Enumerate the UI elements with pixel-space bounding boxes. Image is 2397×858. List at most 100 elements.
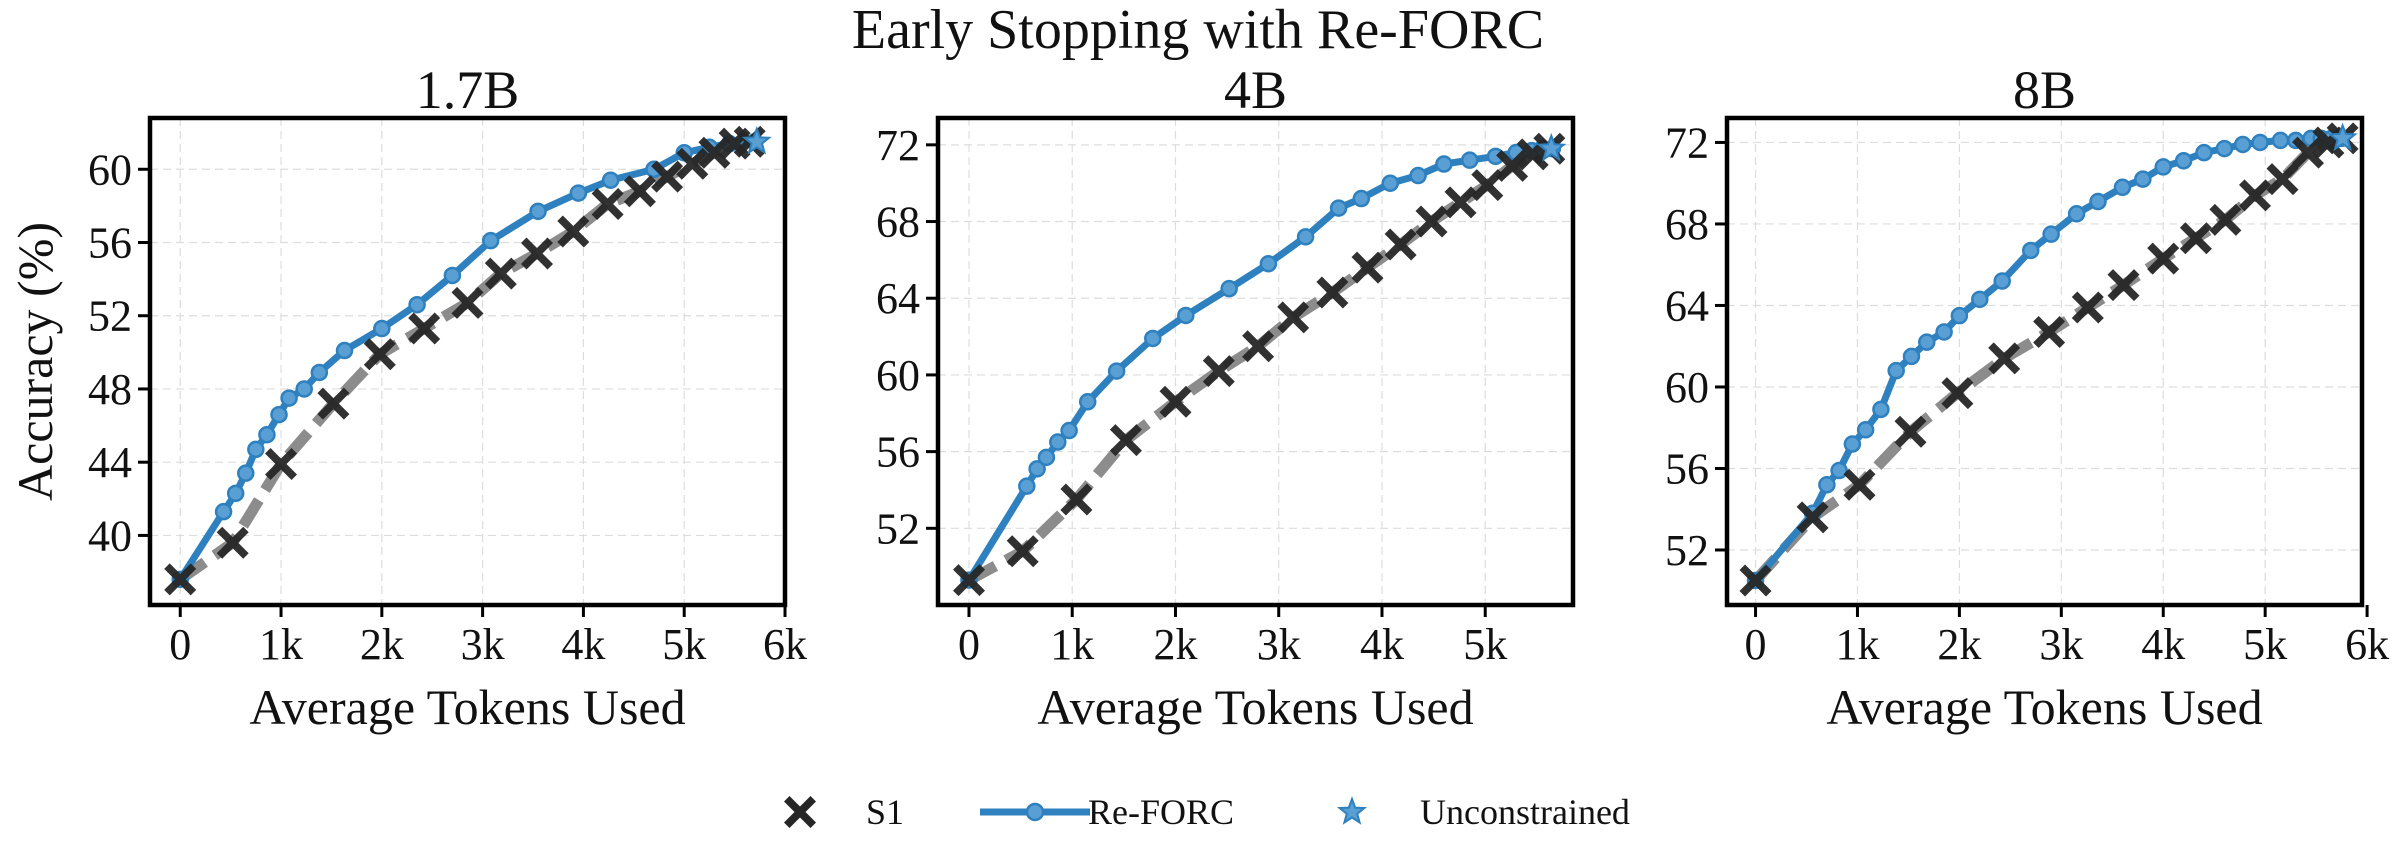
- point-reforc: [2089, 192, 2107, 211]
- point-unconstrained: [2327, 122, 2358, 152]
- point-reforc: [1971, 290, 1989, 309]
- point-reforc: [408, 295, 426, 314]
- axes-frame: [147, 115, 788, 608]
- x-tick-label: 2k: [360, 620, 404, 669]
- x-tick-label: 5k: [662, 620, 706, 669]
- plot-area: [164, 125, 772, 596]
- chart-panels: 1.7B 0 1k 2k 3k 4k 5k 6k 40 44 48 52 56 60 Average Tok…: [7, 60, 2389, 735]
- y-tick-label: 72: [876, 121, 920, 170]
- point-reforc: [1177, 306, 1195, 325]
- point-reforc: [1049, 433, 1067, 451]
- point-s1: [1202, 355, 1235, 388]
- x-tick-label: 0: [958, 620, 980, 669]
- point-s1: [1351, 251, 1384, 284]
- plot-area: [1739, 122, 2359, 597]
- point-reforc: [1830, 461, 1848, 480]
- series-line-s1: [177, 136, 751, 584]
- point-reforc: [335, 341, 354, 360]
- point-reforc: [1259, 254, 1278, 273]
- point-s1: [676, 147, 709, 180]
- y-tick-label: 56: [88, 218, 132, 267]
- point-unconstrained: [741, 125, 772, 155]
- point-s1: [953, 564, 985, 597]
- point-s1: [216, 526, 249, 559]
- point-s1: [591, 188, 624, 220]
- y-tick-label: 52: [1665, 526, 1709, 575]
- point-reforc: [1935, 323, 1953, 341]
- y-tick-label: 72: [1665, 118, 1709, 167]
- plot-area: [953, 132, 1567, 597]
- point-reforc: [214, 502, 233, 521]
- point-reforc: [2154, 158, 2172, 176]
- x-axis-label: Average Tokens Used: [1826, 679, 2262, 735]
- chart-panel-0: 1.7B 0 1k 2k 3k 4k 5k 6k 40 44 48 52 56 60 Average Tok…: [7, 60, 807, 735]
- point-s1: [451, 286, 484, 319]
- point-s1: [1988, 342, 2021, 375]
- x-tick-label: 6k: [763, 620, 807, 669]
- point-reforc: [1018, 477, 1036, 495]
- point-s1: [2292, 136, 2324, 169]
- series-line-reforc: [1752, 134, 2342, 583]
- point-s1: [164, 563, 197, 596]
- point-reforc: [529, 202, 547, 221]
- point-reforc: [1144, 329, 1162, 348]
- point-reforc: [1950, 306, 1969, 325]
- y-tick-label: 60: [1665, 363, 1709, 412]
- point-reforc: [1460, 151, 1479, 169]
- point-s1: [1843, 468, 1876, 501]
- point-reforc: [1993, 272, 2011, 290]
- point-s1: [2179, 222, 2212, 255]
- point-reforc: [1352, 189, 1371, 208]
- x-tick-label: 1k: [1050, 620, 1094, 669]
- series-line-reforc: [177, 138, 756, 582]
- point-s1: [1060, 483, 1093, 516]
- point-s1: [1496, 149, 1529, 182]
- point-reforc: [1220, 279, 1238, 298]
- circle-line-icon: [1025, 802, 1045, 822]
- point-s1: [1739, 564, 1772, 597]
- x-tick-label: 3k: [2039, 620, 2083, 669]
- point-s1: [2266, 163, 2299, 196]
- panel-title: 1.7B: [416, 60, 520, 120]
- point-s1: [1316, 276, 1349, 309]
- point-s1: [521, 237, 553, 270]
- x-tick-label: 2k: [1153, 620, 1197, 669]
- point-s1: [1277, 301, 1310, 334]
- x-tick-label: 4k: [561, 620, 605, 669]
- x-tick-label: 4k: [1360, 620, 1404, 669]
- point-s1: [1384, 228, 1417, 261]
- x-tick-label: 6k: [2345, 620, 2389, 669]
- point-s1: [698, 136, 731, 169]
- point-reforc: [601, 171, 620, 189]
- point-reforc: [2233, 135, 2252, 154]
- x-tick-label: 3k: [1257, 620, 1301, 669]
- point-unconstrained: [1536, 132, 1567, 162]
- point-reforc: [2021, 241, 2040, 260]
- x-axis-label: Average Tokens Used: [1037, 679, 1473, 735]
- point-reforc: [1381, 174, 1399, 192]
- legend-label: Unconstrained: [1420, 792, 1630, 832]
- point-reforc: [1078, 393, 1097, 411]
- point-s1: [2209, 203, 2242, 236]
- point-reforc: [373, 319, 391, 338]
- point-reforc: [1818, 476, 1836, 494]
- y-tick-label: 64: [876, 274, 920, 323]
- point-reforc: [280, 389, 298, 407]
- point-s1: [1444, 186, 1477, 219]
- point-reforc: [2134, 170, 2152, 188]
- point-s1: [2071, 291, 2104, 324]
- y-tick-label: 52: [88, 292, 132, 341]
- x-tick-label: 3k: [461, 620, 505, 669]
- legend-label: S1: [866, 792, 904, 832]
- y-tick-label: 48: [88, 365, 132, 414]
- axes-frame: [1724, 115, 2365, 608]
- legend: S1 Re-FORC Unconstrained: [784, 792, 1630, 832]
- point-reforc: [481, 231, 500, 250]
- point-reforc: [1887, 361, 1905, 380]
- point-reforc: [295, 380, 313, 398]
- legend-item-reforc: Re-FORC: [980, 792, 1234, 832]
- point-reforc: [569, 184, 588, 202]
- point-reforc: [247, 440, 265, 459]
- x-tick-label: 5k: [1463, 620, 1507, 669]
